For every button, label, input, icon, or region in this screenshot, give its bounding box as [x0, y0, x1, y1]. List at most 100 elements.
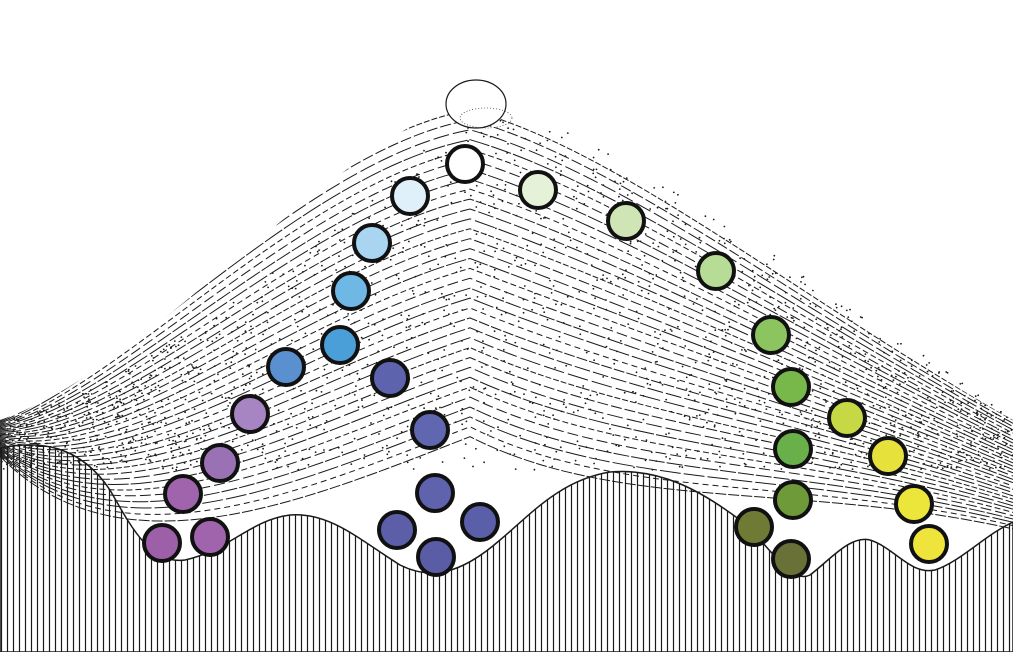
stipple-dot — [261, 451, 264, 454]
stipple-dot — [999, 465, 1002, 468]
stipple-dot — [904, 380, 907, 383]
contour-line — [0, 386, 1013, 513]
stipple-dot — [244, 330, 247, 333]
stipple-dot — [482, 346, 485, 349]
stipple-dot — [58, 404, 61, 407]
stipple-dot — [34, 433, 37, 436]
stipple-dot — [178, 435, 181, 438]
stipple-dot — [565, 364, 568, 367]
contour-line — [0, 267, 1013, 474]
stipple-dot — [957, 408, 960, 411]
stipple-dot — [47, 435, 49, 437]
stipple-dot — [523, 285, 526, 287]
stipple-dot — [360, 336, 363, 339]
stipple-dot — [311, 416, 314, 418]
stipple-dot — [831, 453, 834, 455]
stipple-dot — [184, 340, 187, 343]
contour-line — [0, 406, 1013, 520]
stipple-dot — [533, 468, 536, 471]
stipple-dot — [617, 277, 619, 280]
stipple-dot — [119, 390, 121, 393]
stipple-dot — [519, 171, 522, 174]
stipple-dot — [83, 453, 86, 456]
contour-line — [0, 218, 1013, 457]
stipple-dot — [805, 409, 808, 412]
stipple-dot — [92, 427, 95, 429]
stipple-dot — [192, 432, 194, 435]
stipple-dot — [622, 180, 625, 183]
stipple-dot — [868, 422, 871, 425]
stipple-dot — [554, 155, 557, 158]
stipple-dot — [560, 303, 563, 306]
stipple-dot — [815, 318, 818, 321]
stipple-dot — [920, 421, 923, 424]
stipple-dot — [812, 289, 814, 292]
stipple-dot — [723, 242, 726, 245]
stipple-dot — [900, 342, 902, 345]
cell-lineage-yellow-2 — [868, 436, 908, 476]
stipple-dot — [520, 149, 523, 152]
stipple-dot — [567, 231, 570, 234]
stipple-dot — [351, 254, 354, 257]
stipple-dot — [867, 360, 870, 363]
stipple-dot — [180, 373, 183, 376]
stipple-dot — [199, 338, 202, 341]
stipple-dot — [445, 244, 448, 246]
stipple-dot — [766, 278, 769, 281]
stipple-dot — [122, 446, 125, 449]
stipple-dot — [307, 463, 310, 466]
stipple-dot — [692, 303, 695, 305]
stipple-dot — [495, 227, 497, 230]
stipple-dot — [467, 140, 469, 143]
stipple-dot — [347, 318, 350, 321]
stipple-dot — [482, 420, 485, 422]
stipple-dot — [347, 313, 349, 315]
stipple-dot — [825, 401, 827, 403]
stipple-dot — [308, 448, 311, 451]
stipple-dot — [834, 466, 837, 469]
stipple-dot — [441, 369, 444, 372]
stipple-dot — [490, 430, 492, 432]
stipple-dot — [150, 374, 153, 377]
stipple-dot — [504, 188, 506, 191]
stipple-dot — [748, 284, 750, 287]
stipple-dot — [534, 264, 536, 267]
stipple-dot — [185, 422, 188, 425]
stipple-dot — [408, 326, 410, 328]
stipple-dot — [687, 394, 690, 397]
stipple-dot — [368, 338, 370, 341]
stipple-dot — [626, 194, 629, 196]
stipple-dot — [761, 274, 764, 277]
stipple-dot — [496, 184, 499, 186]
stipple-dot — [550, 292, 553, 294]
stipple-dot — [801, 368, 804, 371]
stipple-dot — [109, 460, 112, 463]
stipple-dot — [429, 392, 432, 395]
stipple-dot — [484, 295, 487, 298]
stipple-dot — [956, 424, 959, 427]
stipple-dot — [619, 182, 622, 185]
stipple-dot — [464, 191, 466, 194]
stipple-dot — [819, 422, 822, 425]
stipple-dot — [115, 420, 118, 423]
stipple-dot — [131, 437, 134, 439]
stipple-dot — [531, 308, 533, 311]
stipple-dot — [674, 259, 676, 262]
contour-line — [0, 168, 1013, 441]
stipple-dot — [864, 353, 867, 355]
stipple-dot — [952, 390, 955, 392]
stipple-dot — [840, 328, 842, 331]
stipple-dot — [593, 359, 595, 362]
stipple-dot — [938, 371, 941, 373]
stipple-dot — [420, 381, 423, 384]
stipple-dot — [434, 157, 437, 160]
stipple-dot — [305, 305, 308, 308]
stipple-dot — [520, 264, 523, 266]
stipple-dot — [918, 375, 921, 377]
stipple-dot — [665, 398, 668, 401]
stipple-dot — [56, 419, 59, 422]
stipple-dot — [135, 399, 138, 402]
stipple-dot — [38, 413, 41, 416]
stipple-dot — [552, 285, 555, 287]
stipple-dot — [465, 131, 468, 134]
